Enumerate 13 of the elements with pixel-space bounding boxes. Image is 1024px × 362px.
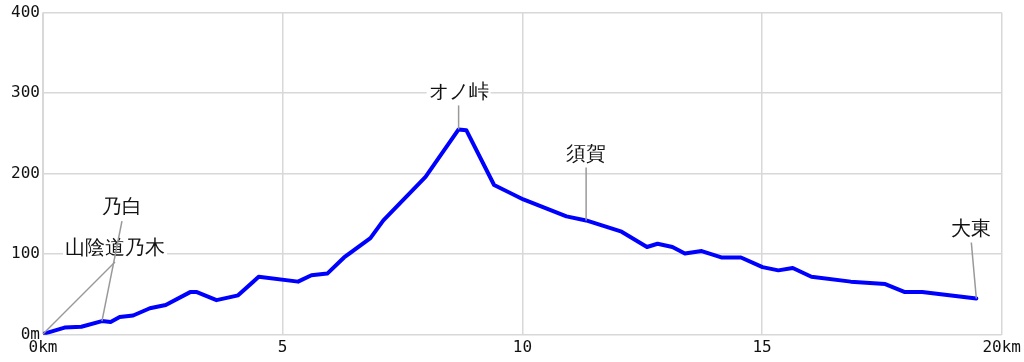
annotation: 乃白 bbox=[101, 194, 142, 219]
annotation: 山陰道乃木 bbox=[65, 235, 165, 260]
annotation: オノ峠 bbox=[428, 78, 489, 103]
y-tick-label: 300 bbox=[11, 82, 40, 102]
x-tick-label: 10 bbox=[512, 336, 532, 356]
y-tick-label: 200 bbox=[11, 162, 40, 182]
y-tick-label: 400 bbox=[11, 1, 40, 21]
x-tick-label: 5 bbox=[277, 336, 288, 356]
annotation: 須賀 bbox=[566, 140, 607, 165]
annotation: 大東 bbox=[951, 215, 992, 240]
y-tick-label: 100 bbox=[11, 243, 40, 263]
x-tick-label: 20km bbox=[982, 336, 1021, 356]
x-tick-label: 15 bbox=[752, 336, 772, 356]
